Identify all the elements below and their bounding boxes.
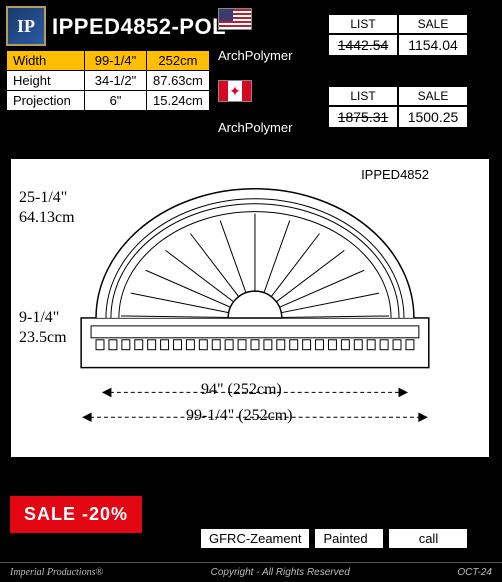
spec-label: Height (7, 71, 85, 91)
spec-imperial: 6" (85, 91, 147, 111)
brand-logo: IP (6, 6, 46, 46)
spec-metric: 15.24cm (147, 91, 210, 111)
spec-imperial: 99-1/4" (85, 51, 147, 71)
spec-metric: 252cm (147, 51, 210, 71)
product-sku: IPPED4852-POL (52, 6, 226, 40)
sale-price: 1500.25 (398, 106, 468, 128)
us-flag-icon (218, 8, 252, 30)
sale-header: SALE (398, 14, 468, 34)
footer-copyright: Copyright - All Rights Reserved (211, 567, 350, 578)
sale-header: SALE (398, 86, 468, 106)
bottom-info-row: GFRC-Zeament Painted call (200, 528, 468, 549)
list-header: LIST (328, 86, 398, 106)
call-cell: call (388, 528, 468, 549)
product-diagram: IPPED4852 25-1/4" 64.13cm 9-1/4" 23.5cm … (10, 158, 490, 458)
finish-cell: Painted (314, 528, 384, 549)
outer-width-label: 99-1/4" (252cm) (186, 407, 293, 425)
material-label: ArchPolymer (218, 120, 292, 135)
ca-price-block: ✦ ArchPolymer LIST SALE 1875.31 1500.25 (218, 80, 252, 108)
arch-height-imperial: 25-1/4" (19, 189, 67, 207)
sale-price: 1154.04 (398, 34, 468, 56)
spec-table: Width 99-1/4" 252cm Height 34-1/2" 87.63… (6, 50, 210, 111)
footer-brand: Imperial Productions® (10, 567, 103, 578)
logo-text: IP (17, 16, 35, 37)
ca-flag-icon: ✦ (218, 80, 252, 102)
list-price: 1875.31 (328, 106, 398, 128)
arch-height-metric: 64.13cm (19, 209, 75, 227)
us-price-block: ArchPolymer LIST SALE 1442.54 1154.04 (218, 8, 252, 36)
spec-label: Width (7, 51, 85, 71)
sale-badge: SALE -20% (10, 496, 142, 533)
page-footer: Imperial Productions® Copyright - All Ri… (0, 562, 502, 582)
spec-imperial: 34-1/2" (85, 71, 147, 91)
base-height-imperial: 9-1/4" (19, 309, 59, 327)
spec-label: Projection (7, 91, 85, 111)
footer-date: OCT-24 (457, 567, 492, 578)
base-height-metric: 23.5cm (19, 329, 67, 347)
inner-width-label: 94" (252cm) (201, 381, 282, 399)
spec-metric: 87.63cm (147, 71, 210, 91)
diagram-part-label: IPPED4852 (361, 167, 429, 182)
list-header: LIST (328, 14, 398, 34)
material-cell: GFRC-Zeament (200, 528, 310, 549)
material-label: ArchPolymer (218, 48, 292, 63)
list-price: 1442.54 (328, 34, 398, 56)
